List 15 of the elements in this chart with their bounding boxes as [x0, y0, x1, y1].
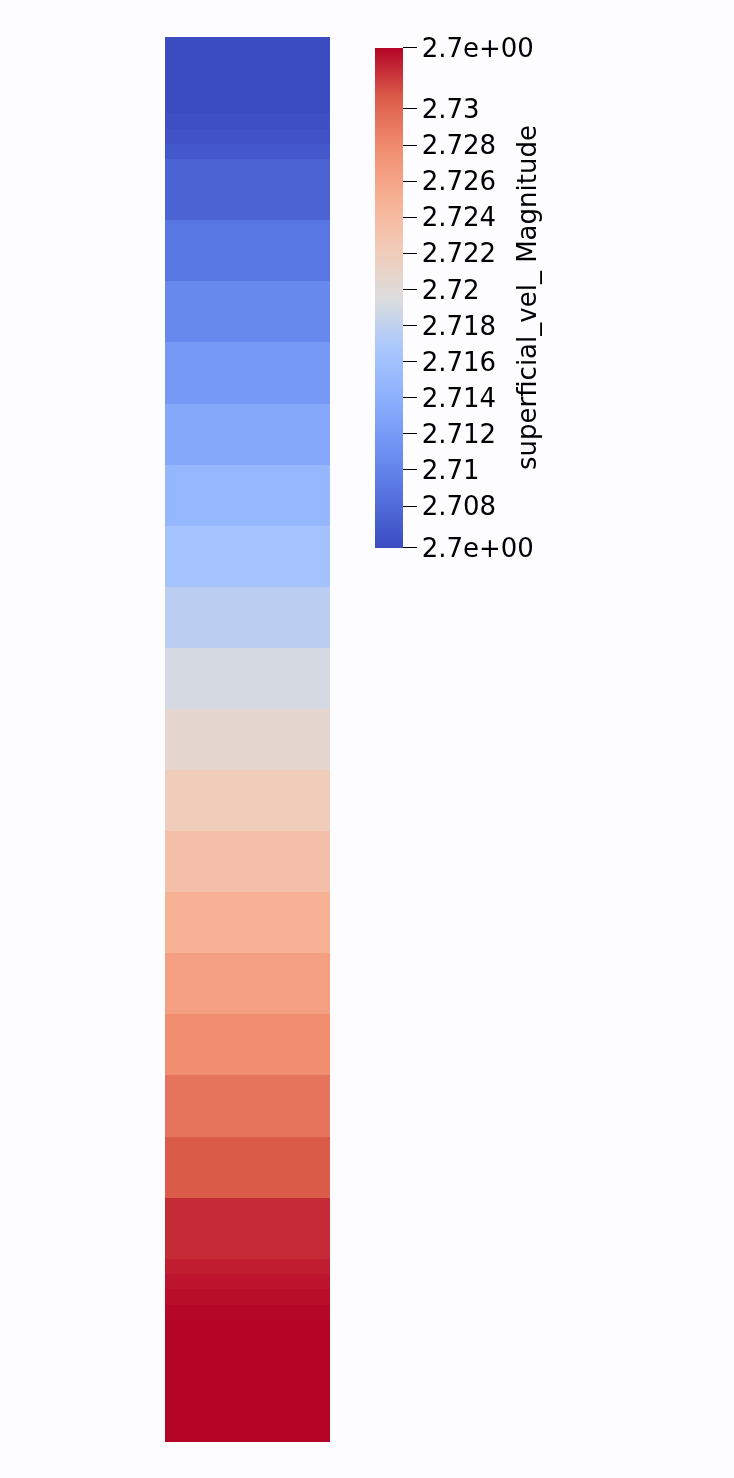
- color-bar-label: 2.722: [421, 238, 497, 269]
- color-bar-label: 2.714: [421, 382, 497, 413]
- color-bar-label: 2.72: [421, 274, 480, 305]
- color-bar-label: 2.726: [421, 166, 497, 197]
- color-bar-label: 2.73: [421, 94, 480, 125]
- color-bar-label: 2.71: [421, 455, 480, 486]
- color-bar-label: 2.716: [421, 346, 497, 377]
- color-bar-title: superficial_vel_ Magnitude: [511, 125, 542, 470]
- color-bar-label: 2.7e+00: [421, 32, 534, 63]
- color-bar-label: 2.718: [421, 310, 497, 341]
- color-bar-label: 2.712: [421, 418, 497, 449]
- color-bar-label: 2.708: [421, 491, 497, 522]
- color-bar-label: 2.724: [421, 202, 497, 233]
- color-bar-label: 2.728: [421, 130, 497, 161]
- color-bar-label: 2.7e+00: [421, 532, 534, 563]
